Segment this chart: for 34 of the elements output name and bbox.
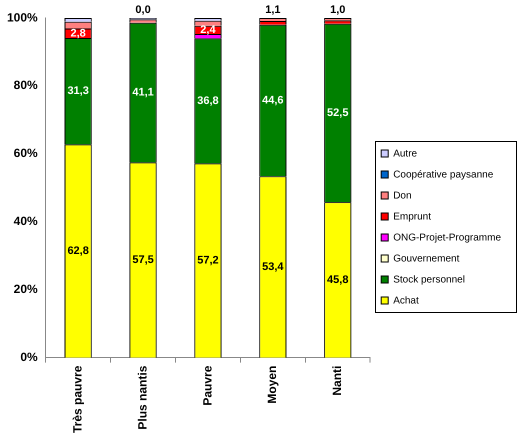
legend-label: Stock personnel	[393, 274, 470, 286]
legend-label: Don	[393, 190, 417, 202]
legend-label: Gouvernement	[393, 253, 464, 264]
y-tick-label: 100%	[6, 10, 38, 24]
data-label: 45,8	[327, 274, 348, 286]
data-label: 44,6	[262, 94, 284, 107]
data-label: 1,0	[330, 4, 346, 16]
x-tick-label: Moyen	[265, 366, 280, 404]
x-tick-label: Très pauvre	[70, 365, 84, 434]
y-tick-label: 60%	[14, 146, 38, 160]
data-label: 57,2	[197, 254, 219, 267]
data-label: 2,4	[200, 24, 216, 36]
legend-label: Autre	[393, 148, 422, 160]
y-tick-label: 0%	[20, 350, 38, 364]
data-label: 31,3	[67, 85, 89, 98]
data-label: 53,4	[262, 260, 284, 273]
data-label: 0,0	[135, 4, 151, 16]
data-label: 1,1	[265, 4, 280, 16]
data-label: 36,8	[197, 94, 219, 107]
y-tick-label: 40%	[14, 214, 38, 228]
y-tick-label: 80%	[14, 78, 38, 92]
x-tick-label: Nanti	[330, 366, 344, 396]
data-label: 41,1	[132, 86, 154, 99]
data-label: 52,5	[327, 106, 348, 119]
data-label: 2,8	[70, 27, 86, 40]
x-tick-label: Plus nantis	[135, 365, 150, 430]
legend-label: Coopérative paysanne	[393, 169, 498, 180]
y-tick-label: 20%	[14, 282, 38, 296]
legend-label: ONG-Projet-Programme	[393, 232, 506, 244]
legend-label: Achat	[393, 295, 424, 306]
data-label: 62,8	[67, 245, 89, 258]
x-tick-label: Pauvre	[200, 365, 214, 406]
legend-label: Emprunt	[393, 211, 436, 222]
data-label: 57,5	[132, 254, 154, 266]
